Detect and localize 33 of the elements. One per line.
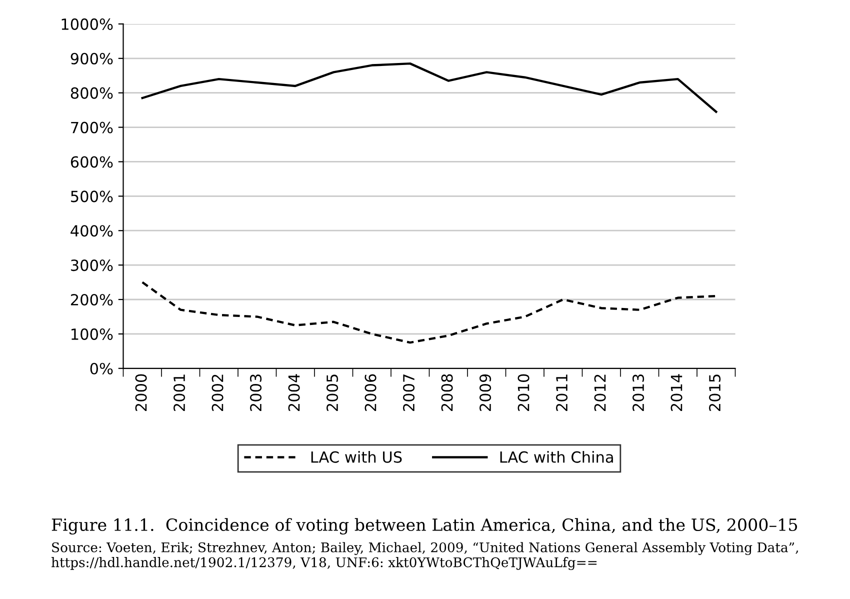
x-tick-label: 2000 — [135, 374, 147, 412]
y-tick-label: 1000% — [62, 18, 113, 30]
x-tick-label: 2012 — [594, 374, 606, 412]
y-tick-label: 300% — [71, 260, 113, 272]
y-tick-label: 100% — [72, 328, 113, 340]
x-tick-label: 2011 — [556, 374, 568, 412]
x-tick-label: 2009 — [480, 374, 492, 412]
y-tick-label: 800% — [70, 87, 113, 99]
y-tick-label: 0% — [90, 362, 113, 374]
x-tick-label: 2005 — [326, 374, 338, 412]
x-tick-label: 2015 — [709, 374, 721, 412]
y-tick-label: 500% — [71, 190, 113, 202]
y-tick-label: 200% — [70, 294, 113, 306]
y-tick-label: 400% — [70, 225, 113, 237]
y-tick-label: 600% — [70, 156, 113, 168]
caption: Figure 11.1. Coincidence of voting between Latin America, China, and the US, 2000–15 — [52, 518, 798, 534]
x-tick-label: 2013 — [632, 374, 644, 412]
y-tick-label: 700% — [71, 122, 113, 134]
source-note: Source: Voeten, Erik; Strezhnev, Anton; Bailey, Michael, 2009, “United Nations General Assembly Voting Data”, https://hdl.handle.net/1902.1/12379, V18, UNF:6: xkt0YWtoBCThQeTJWAuLfg== — [51, 542, 798, 570]
y-tick-label: 900% — [70, 52, 113, 64]
line-series — [141, 281, 718, 344]
x-tick-label: 2007 — [403, 374, 415, 412]
x-tick-label: 2004 — [288, 374, 300, 412]
x-tick-label: 2006 — [364, 374, 376, 412]
x-tick-label: 2014 — [670, 374, 682, 412]
legend-label: LAC with US — [311, 451, 402, 463]
x-tick-label: 2008 — [441, 374, 453, 412]
x-tick-label: 2010 — [518, 374, 530, 412]
x-tick-label: 2001 — [174, 374, 186, 412]
x-tick-label: 2003 — [250, 374, 262, 412]
legend-label: LAC with China — [500, 451, 613, 463]
x-tick-label: 2002 — [212, 374, 224, 412]
line-series — [141, 62, 718, 113]
